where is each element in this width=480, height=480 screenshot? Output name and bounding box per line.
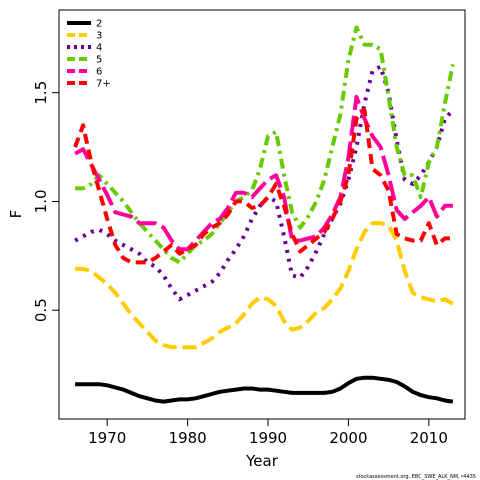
axis-layer: 1970 1980 1990 2000 2010 0.5 1.0 1.5	[32, 81, 448, 447]
legend-label: 7+	[96, 79, 111, 90]
x-tick-label: 1990	[249, 429, 287, 447]
x-tick-label: 1970	[88, 429, 126, 447]
x-tick-label: 1980	[169, 429, 207, 447]
legend-label: 5	[96, 55, 102, 66]
x-tick-label: 2010	[410, 429, 448, 447]
series-line-2	[75, 375, 454, 404]
x-axis-title: Year	[245, 452, 279, 470]
y-axis-title: F	[7, 210, 25, 219]
series-line-6	[74, 95, 453, 252]
series-line-5	[75, 25, 455, 265]
y-tick-label: 0.5	[32, 298, 50, 322]
series-line-3	[75, 221, 454, 350]
legend-label: 2	[96, 19, 102, 30]
x-tick-label: 2000	[329, 429, 367, 447]
series-line-7plus	[73, 108, 453, 265]
legend-label: 4	[96, 43, 102, 54]
credit-text: stockassessment.org, EBC_SWE_ALK_NM, r44…	[356, 474, 476, 480]
legend-label: 6	[96, 67, 102, 78]
y-tick-label: 1.0	[32, 189, 50, 213]
y-tick-label: 1.5	[32, 81, 50, 105]
series-layer	[73, 25, 455, 404]
legend-label: 3	[96, 31, 102, 42]
